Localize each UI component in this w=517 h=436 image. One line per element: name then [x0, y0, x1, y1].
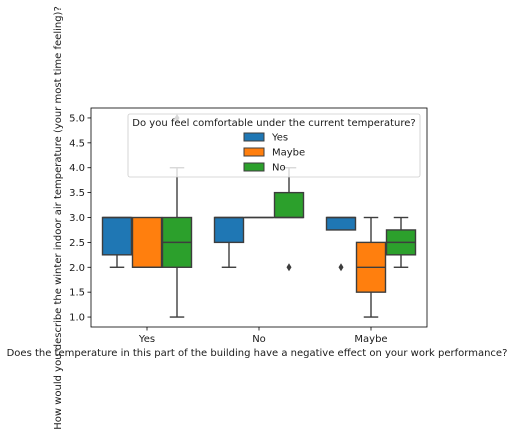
y-tick-label: 3.5 [69, 188, 85, 199]
outlier-point [338, 263, 344, 272]
outlier-point [286, 263, 292, 272]
y-tick-label: 3.0 [69, 213, 85, 224]
box-body [213, 216, 245, 244]
box-body [325, 216, 357, 231]
y-tick-label: 2.5 [69, 238, 85, 249]
box-yes-maybe [325, 216, 357, 272]
box-maybe-maybe [355, 216, 387, 318]
y-tick-label: 1.5 [69, 288, 85, 299]
box-body [273, 191, 305, 219]
y-tick-label: 1.0 [69, 313, 85, 324]
legend-box [127, 113, 421, 178]
legend: Do you feel comfortable under the curren… [127, 113, 421, 178]
box-no-maybe [385, 216, 417, 268]
x-tick-label: No [252, 334, 266, 345]
box-body [131, 216, 163, 268]
x-axis-label: Does the temperature in this part of the… [7, 348, 508, 359]
y-axis-label: How would you describe the winter indoor… [53, 6, 64, 430]
x-tick-label: Yes [138, 334, 155, 345]
box-yes-no [213, 216, 245, 268]
legend-swatch [243, 132, 265, 142]
plot-area: 1.0 1.5 2.0 2.5 3.0 3.5 4.0 4.5 5.0 Yes No Maybe [69, 107, 428, 345]
box-maybe-yes [131, 216, 163, 268]
y-tick-label: 5.0 [69, 113, 85, 124]
box-yes-yes [101, 216, 133, 268]
legend-entry: Yes [271, 133, 288, 144]
x-tick-label: Maybe [354, 334, 387, 345]
legend-entry: No [272, 163, 286, 174]
box-no-no [273, 167, 305, 272]
y-tick-label: 2.0 [69, 263, 85, 274]
box-body [101, 216, 133, 256]
legend-title: Do you feel comfortable under the curren… [132, 118, 415, 129]
legend-swatch [243, 147, 265, 157]
y-tick-label: 4.5 [69, 138, 85, 149]
box-no-yes [161, 113, 193, 318]
legend-swatch [243, 162, 265, 172]
legend-entry: Maybe [272, 148, 305, 159]
y-tick-label: 4.0 [69, 163, 85, 174]
